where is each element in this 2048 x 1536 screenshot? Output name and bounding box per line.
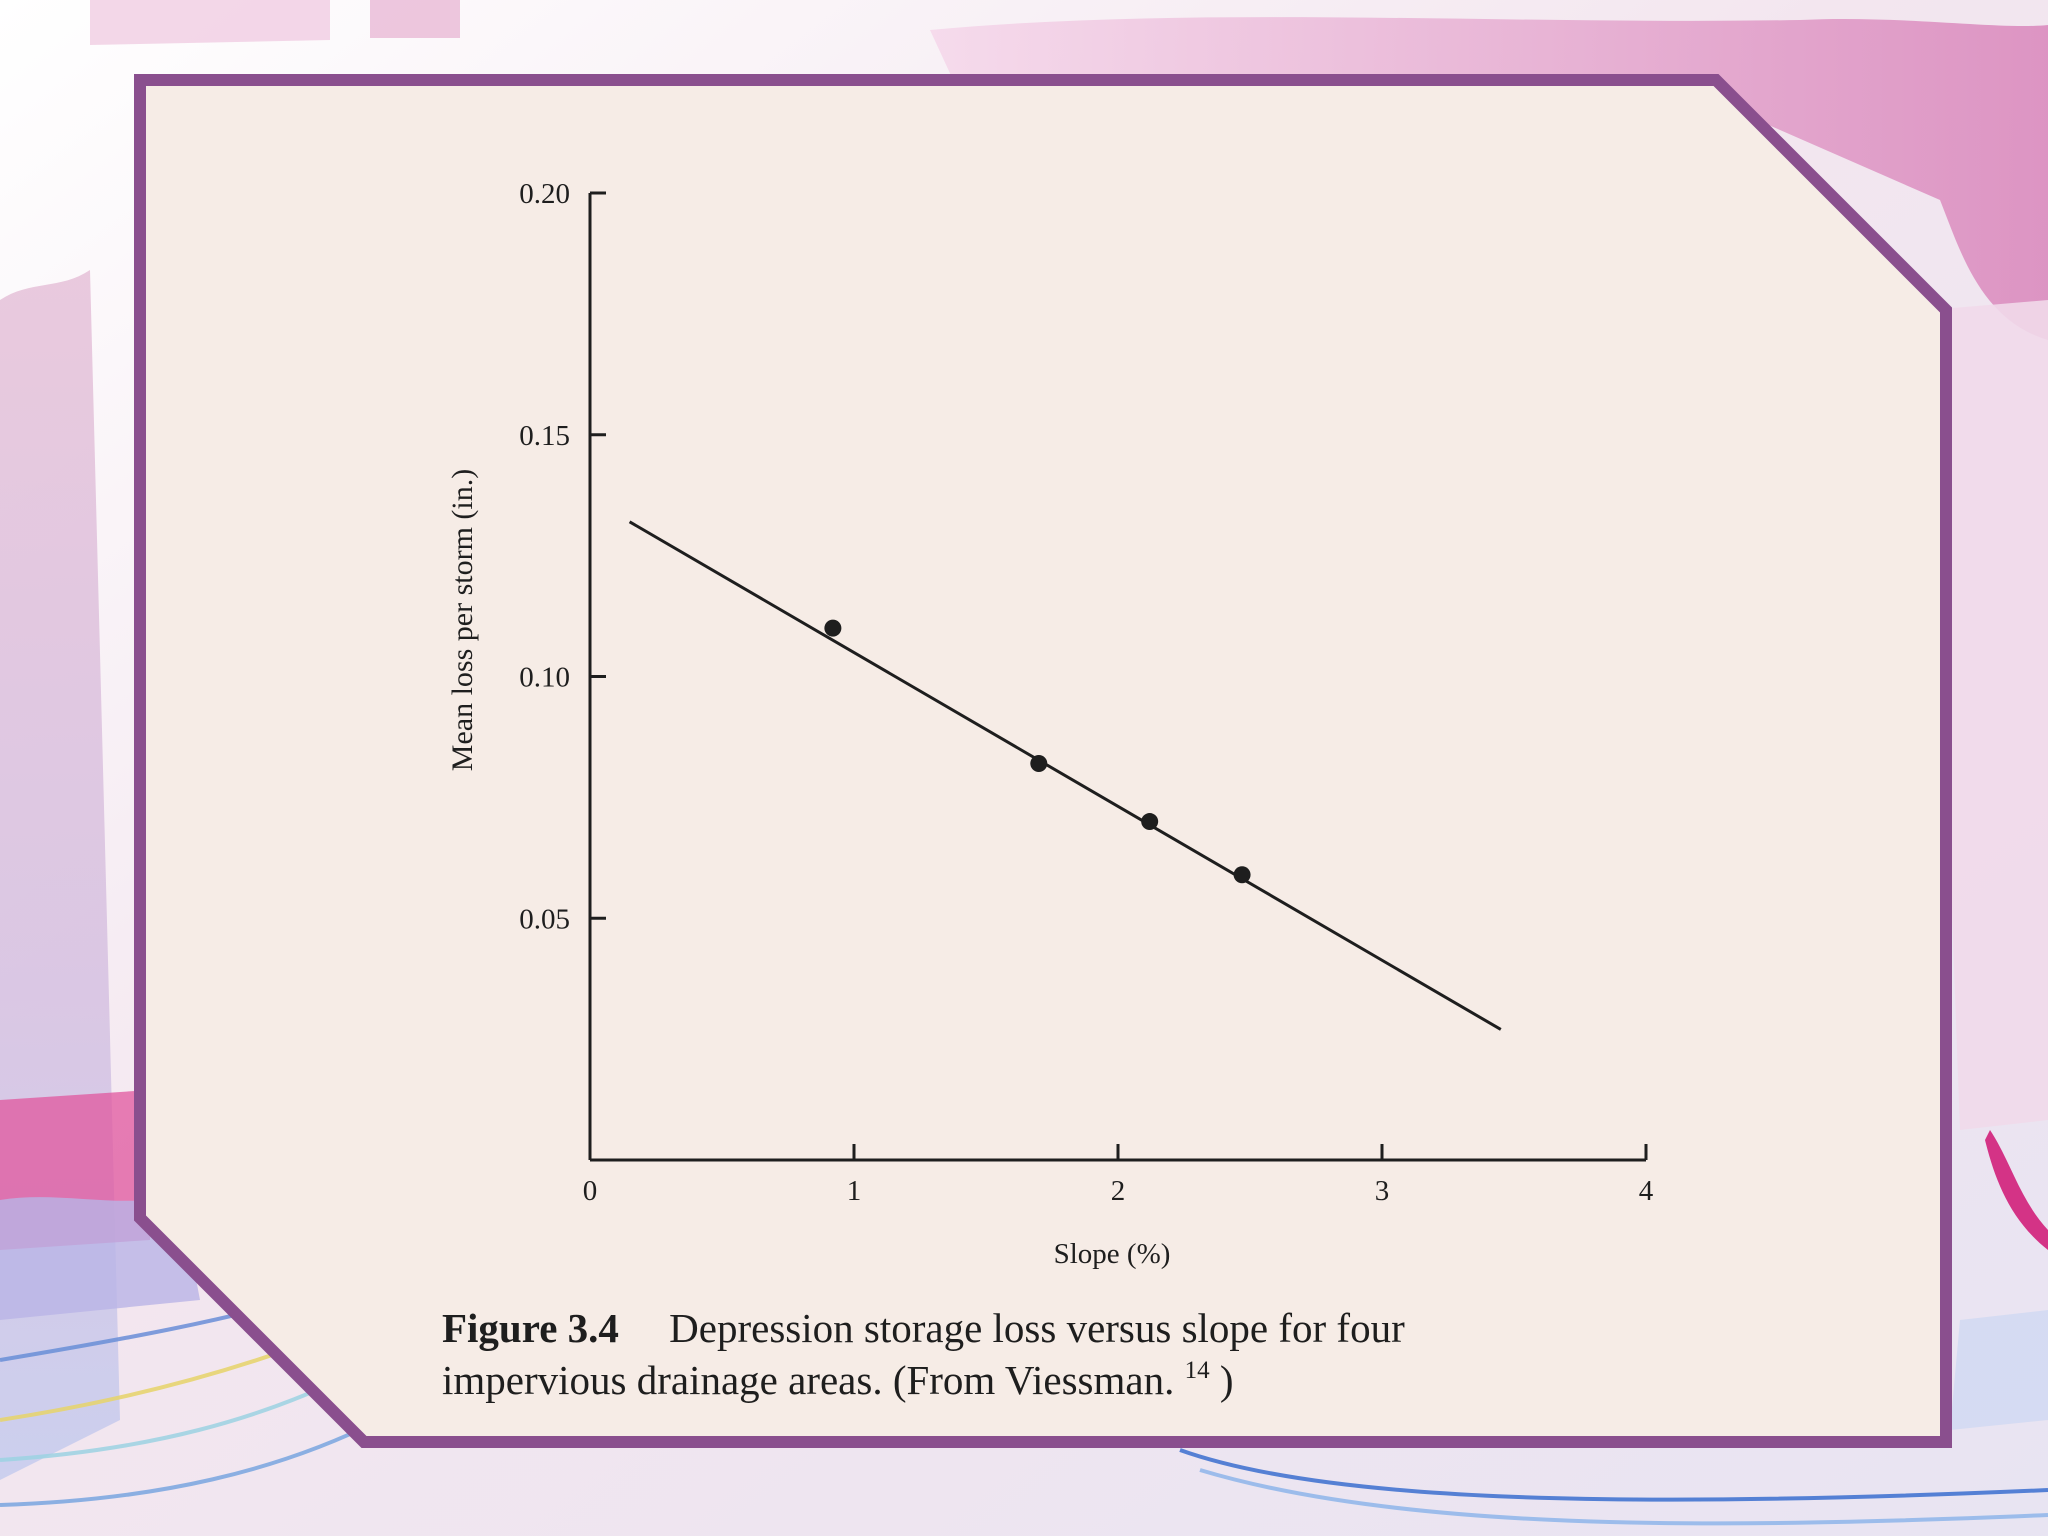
data-point [1141, 813, 1159, 831]
x-tick-label: 4 [1639, 1175, 1654, 1207]
x-tick-label: 3 [1375, 1175, 1390, 1207]
x-axis-label: Slope (%) [1054, 1238, 1171, 1270]
fit-line-group [628, 520, 1502, 1031]
caption-figure-label: Figure 3.4 [442, 1305, 619, 1351]
caption-text: Depression storage loss versus slope for… [669, 1305, 1405, 1351]
x-tick-label: 0 [583, 1175, 598, 1207]
caption-text-line-2: impervious drainage areas. (From Viessma… [442, 1357, 1174, 1403]
data-point [824, 619, 842, 637]
y-tick-label: 0.15 [519, 420, 570, 452]
caption-closing-paren: ) [1220, 1357, 1234, 1403]
fit-line [628, 520, 1502, 1031]
caption-reference-number: 14 [1185, 1357, 1211, 1384]
data-point [1030, 755, 1048, 773]
figure-caption: Figure 3.4 Depression storage loss versu… [442, 1305, 1405, 1403]
y-tick-label: 0.10 [519, 662, 570, 694]
caption-line-1: Figure 3.4 Depression storage loss versu… [442, 1305, 1405, 1351]
y-axis-label: Mean loss per storm (in.) [446, 469, 479, 771]
x-tick-label: 2 [1111, 1175, 1126, 1207]
x-tick-label: 1 [847, 1175, 862, 1207]
caption-line-2: impervious drainage areas. (From Viessma… [442, 1341, 1233, 1403]
y-tick-label: 0.20 [519, 178, 570, 210]
chart-axes [588, 191, 1648, 1162]
data-points [824, 619, 1251, 884]
y-tick-label: 0.05 [519, 903, 570, 935]
tick-labels: 0.05 0.10 0.15 0.20 0 1 2 3 4 [519, 178, 1654, 1207]
data-point [1233, 866, 1251, 884]
